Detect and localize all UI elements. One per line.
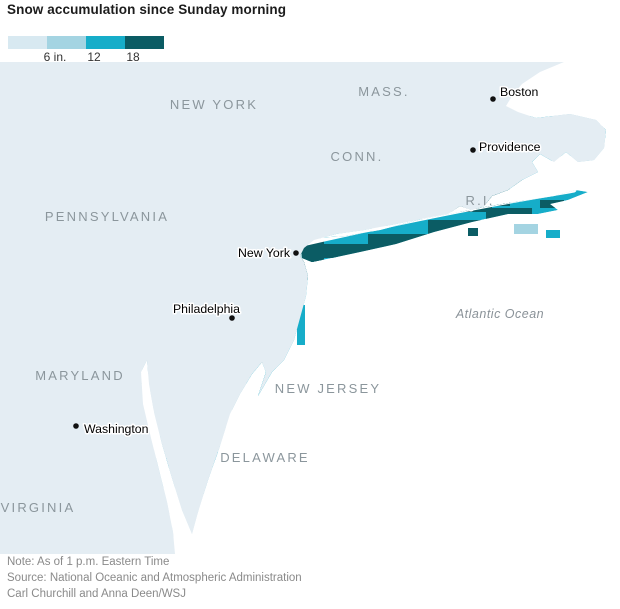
- city-label-philadelphia: Philadelphia: [173, 302, 240, 316]
- state-label-new-york: NEW YORK: [170, 97, 258, 112]
- city-label-washington: Washington: [84, 422, 149, 436]
- city-dot-washington: [73, 423, 79, 429]
- city-dot-boston: [490, 96, 496, 102]
- layer-land: [0, 62, 606, 554]
- state-label-new-jersey: NEW JERSEY: [275, 381, 382, 396]
- state-label-maryland: MARYLAND: [35, 368, 125, 383]
- legend-swatch-0: [8, 36, 47, 49]
- city-dot-philadelphia: [229, 315, 235, 321]
- city-label-providence: Providence: [479, 140, 541, 154]
- state-label-virginia: VIRGINIA: [1, 500, 76, 515]
- legend-tick-2: 18: [126, 50, 140, 64]
- legend-swatch-2: [86, 36, 125, 49]
- legend-swatch-1: [47, 36, 86, 49]
- city-boston: Boston: [490, 84, 540, 102]
- city-washington: Washington: [73, 421, 150, 438]
- ocean-label: Atlantic Ocean: [455, 307, 544, 321]
- city-dot-new-york: [293, 250, 299, 256]
- legend-swatch-row: [8, 36, 164, 49]
- map-container: NEW YORK PENNSYLVANIA MARYLAND VIRGINIA NEW …: [0, 62, 620, 555]
- city-philadelphia: Philadelphia: [171, 301, 242, 321]
- state-label-mass-: MASS.: [358, 84, 409, 99]
- city-label-boston: Boston: [500, 85, 538, 99]
- legend-tick-1: 12: [87, 50, 101, 64]
- city-dot-providence: [470, 147, 476, 153]
- legend: 6 in. 12 18: [8, 36, 228, 64]
- state-label-delaware: DELAWARE: [220, 450, 310, 465]
- page-title: Snow accumulation since Sunday morning: [7, 2, 287, 17]
- city-label-new-york: New York: [238, 246, 291, 260]
- legend-swatch-3: [125, 36, 164, 49]
- city-providence: Providence: [470, 139, 542, 156]
- legend-tick-0: 6 in.: [43, 50, 67, 64]
- city-new-york: New York: [237, 245, 299, 262]
- state-label-pennsylvania: PENNSYLVANIA: [45, 209, 169, 224]
- state-label-conn-: CONN.: [331, 149, 384, 164]
- state-label-r-i-: R.I.: [465, 193, 494, 208]
- note-line: Note: As of 1 p.m. Eastern Time: [7, 556, 170, 568]
- map-svg: NEW YORK PENNSYLVANIA MARYLAND VIRGINIA NEW …: [0, 62, 606, 554]
- credit-line: Carl Churchill and Anna Deen/WSJ: [7, 588, 186, 600]
- source-line: Source: National Oceanic and Atmospheric…: [7, 572, 302, 584]
